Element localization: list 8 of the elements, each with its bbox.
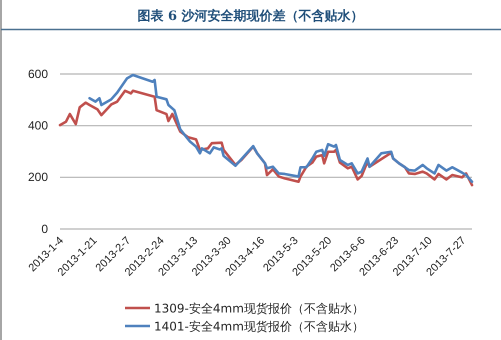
y-tick-label: 600 [28,66,48,81]
legend-label: 1401-安全4mm现货报价（不含贴水） [154,320,364,334]
y-tick-label: 0 [41,222,48,236]
y-tick-label: 400 [28,118,48,133]
legend-label: 1309-安全4mm现货报价（不含贴水） [154,302,364,316]
chart-title: 图表 6 沙河安全期现价差（不含贴水） [137,8,364,24]
line-series [88,74,474,184]
y-tick-label: 200 [28,170,48,184]
